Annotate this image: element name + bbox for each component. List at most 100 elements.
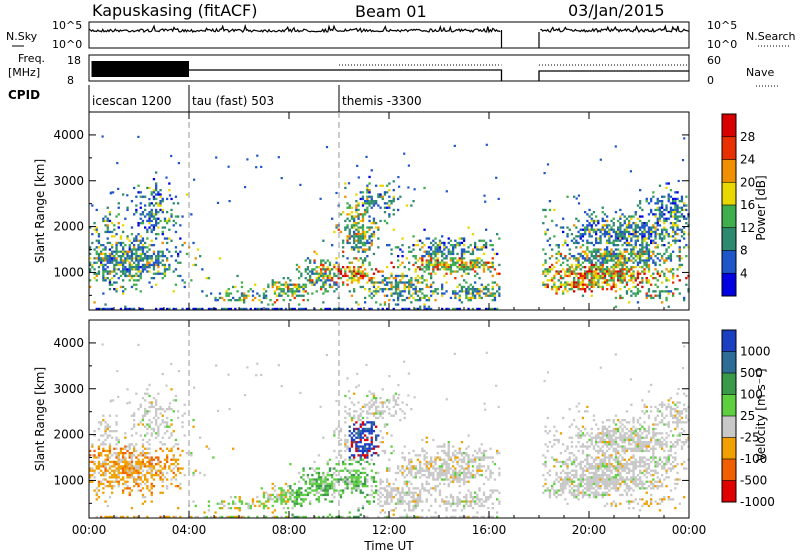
power-cell	[575, 275, 577, 277]
power-cell	[679, 215, 681, 217]
power-cell	[617, 277, 619, 279]
power-cell	[586, 259, 588, 261]
power-cell	[285, 286, 287, 288]
power-cell	[135, 211, 137, 213]
power-cell	[122, 253, 124, 255]
power-cell	[358, 176, 360, 178]
power-cell	[597, 268, 599, 270]
power-cell	[599, 266, 601, 268]
velocity-cell	[107, 434, 109, 436]
power-cell	[646, 279, 648, 281]
power-cell	[608, 259, 610, 261]
velocity-cell	[355, 461, 357, 463]
velocity-cell	[296, 494, 298, 496]
power-cell	[463, 240, 465, 242]
velocity-cell	[340, 456, 342, 458]
velocity-cell	[360, 456, 362, 458]
velocity-cell	[170, 459, 172, 461]
power-cell	[630, 237, 632, 239]
velocity-cell	[109, 483, 111, 485]
power-cell	[445, 246, 447, 248]
velocity-cell	[344, 410, 346, 412]
velocity-cell	[377, 494, 379, 496]
velocity-cell	[144, 408, 146, 410]
velocity-cell	[107, 423, 109, 425]
power-cell	[377, 204, 379, 206]
power-cell	[415, 277, 417, 279]
power-cell	[316, 270, 318, 272]
power-cell	[401, 251, 403, 253]
power-cell	[327, 275, 329, 277]
power-cell	[318, 277, 320, 279]
power-cell	[584, 211, 586, 213]
velocity-cell	[148, 439, 150, 441]
velocity-cell	[100, 434, 102, 436]
power-cell	[349, 242, 351, 244]
power-cell	[459, 237, 461, 239]
power-cell	[602, 255, 604, 257]
velocity-cell	[375, 439, 377, 441]
velocity-cell	[351, 417, 353, 419]
power-cell	[580, 255, 582, 257]
velocity-cell	[318, 454, 320, 456]
power-cell	[606, 259, 608, 261]
velocity-cell	[166, 472, 168, 474]
power-cell	[355, 200, 357, 202]
velocity-cell	[421, 487, 423, 489]
velocity-cell	[107, 463, 109, 465]
power-cell	[434, 246, 436, 248]
power-cell	[626, 242, 628, 244]
power-cell	[483, 288, 485, 290]
power-cell	[421, 277, 423, 279]
power-cell	[344, 273, 346, 275]
power-cell	[388, 196, 390, 198]
power-cell	[478, 266, 480, 268]
velocity-cell	[162, 481, 164, 483]
power-cell	[342, 281, 344, 283]
power-cell	[287, 295, 289, 297]
velocity-cell	[430, 465, 432, 467]
power-cell	[608, 255, 610, 257]
power-cell	[555, 292, 557, 294]
velocity-cell	[272, 498, 274, 500]
power-cell	[498, 198, 500, 200]
power-cell	[463, 266, 465, 268]
power-cell	[307, 279, 309, 281]
power-cell	[619, 224, 621, 226]
power-cell	[355, 193, 357, 195]
velocity-cell	[148, 384, 150, 386]
velocity-cell	[423, 454, 425, 456]
power-cell	[613, 279, 615, 281]
velocity-cell	[373, 430, 375, 432]
velocity-cell	[371, 459, 373, 461]
velocity-cell	[107, 426, 109, 428]
power-cell	[338, 229, 340, 231]
power-cell	[371, 169, 373, 171]
velocity-cell	[124, 459, 126, 461]
power-cell	[102, 273, 104, 275]
power-cell	[639, 290, 641, 292]
power-cell	[492, 292, 494, 294]
velocity-cell	[415, 472, 417, 474]
velocity-cell	[98, 481, 100, 483]
power-cell	[542, 273, 544, 275]
power-cell	[333, 264, 335, 266]
power-cell	[406, 297, 408, 299]
power-cell	[113, 224, 115, 226]
power-cell	[639, 273, 641, 275]
velocity-cell	[434, 467, 436, 469]
power-cell	[657, 198, 659, 200]
power-cell	[357, 246, 359, 248]
power-cell	[135, 237, 137, 239]
velocity-cell	[313, 461, 315, 463]
power-cell	[120, 235, 122, 237]
velocity-cell	[102, 419, 104, 421]
power-cell	[641, 244, 643, 246]
velocity-cell	[115, 467, 117, 469]
power-cell	[362, 191, 364, 193]
power-cell	[659, 224, 661, 226]
power-cell	[467, 286, 469, 288]
power-cell	[676, 198, 678, 200]
velocity-cell	[375, 426, 377, 428]
power-cell	[133, 257, 135, 259]
